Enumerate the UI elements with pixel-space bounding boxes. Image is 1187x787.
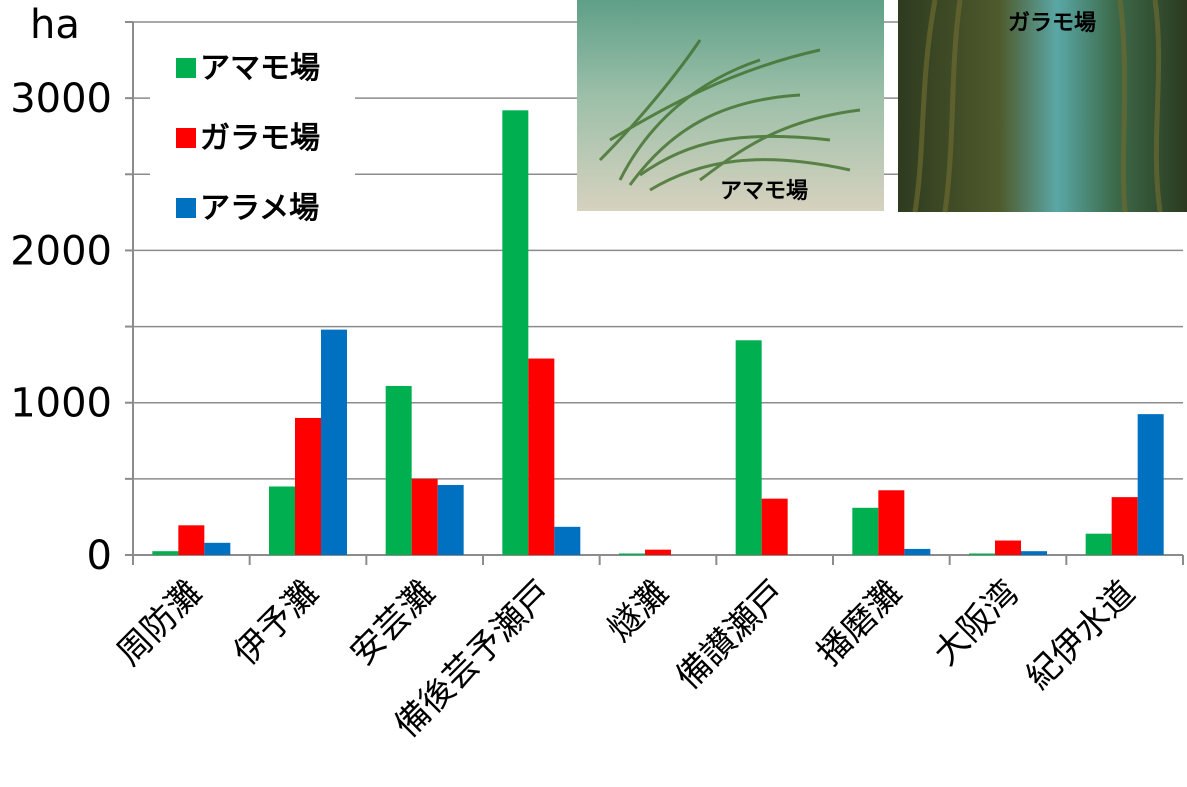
bar bbox=[904, 548, 931, 555]
bar bbox=[1137, 414, 1164, 555]
y-tick-label: 3000 bbox=[10, 76, 112, 122]
bar bbox=[969, 553, 995, 555]
sargassum-photo-label: ガラモ場 bbox=[1008, 11, 1096, 36]
legend-label: アマモ場 bbox=[200, 51, 320, 86]
bar bbox=[1085, 533, 1112, 555]
bar bbox=[1111, 497, 1138, 555]
bar bbox=[761, 498, 788, 555]
bar bbox=[295, 417, 321, 555]
bar bbox=[437, 484, 464, 555]
category-label: 播磨灘 bbox=[809, 573, 909, 673]
sargassum-photo: ガラモ場 bbox=[898, 0, 1187, 213]
bar bbox=[321, 329, 347, 555]
y-tick-label: 2000 bbox=[10, 228, 112, 274]
bar bbox=[995, 540, 1021, 555]
bar bbox=[1021, 551, 1047, 555]
bar bbox=[385, 385, 412, 555]
bar bbox=[411, 478, 438, 555]
category-label: 燧灘 bbox=[600, 573, 676, 649]
bar bbox=[269, 486, 295, 555]
bar bbox=[178, 525, 205, 555]
bars bbox=[152, 110, 1164, 555]
bar bbox=[502, 110, 529, 555]
legend-label: ガラモ場 bbox=[200, 121, 320, 156]
bar bbox=[204, 542, 231, 555]
bar bbox=[152, 551, 179, 555]
bar bbox=[645, 549, 671, 555]
category-label: 大阪湾 bbox=[926, 573, 1026, 673]
category-label: 安芸灘 bbox=[343, 573, 443, 673]
category-label: 紀伊水道 bbox=[1019, 573, 1143, 697]
bar bbox=[619, 553, 645, 555]
legend-label: アラメ場 bbox=[200, 191, 319, 226]
bar bbox=[878, 490, 905, 555]
legend-swatch bbox=[176, 128, 196, 148]
category-label: 備讃瀬戸 bbox=[669, 573, 793, 697]
y-tick-label: 0 bbox=[87, 533, 112, 579]
legend-swatch bbox=[176, 198, 196, 218]
category-label: 伊予灘 bbox=[226, 573, 326, 673]
y-axis-label: ha bbox=[30, 2, 80, 48]
eelgrass-photo-label: アマモ場 bbox=[720, 179, 808, 204]
bar bbox=[554, 526, 581, 555]
y-tick-label: 1000 bbox=[10, 381, 112, 427]
bar bbox=[528, 358, 555, 555]
bar bbox=[735, 340, 762, 555]
y-axis-ticks: 0 1000 2000 3000 bbox=[10, 76, 112, 579]
category-label: 周防灘 bbox=[109, 573, 209, 673]
eelgrass-photo: アマモ場 bbox=[577, 0, 884, 211]
bar bbox=[852, 507, 879, 555]
legend-swatch bbox=[176, 58, 196, 78]
